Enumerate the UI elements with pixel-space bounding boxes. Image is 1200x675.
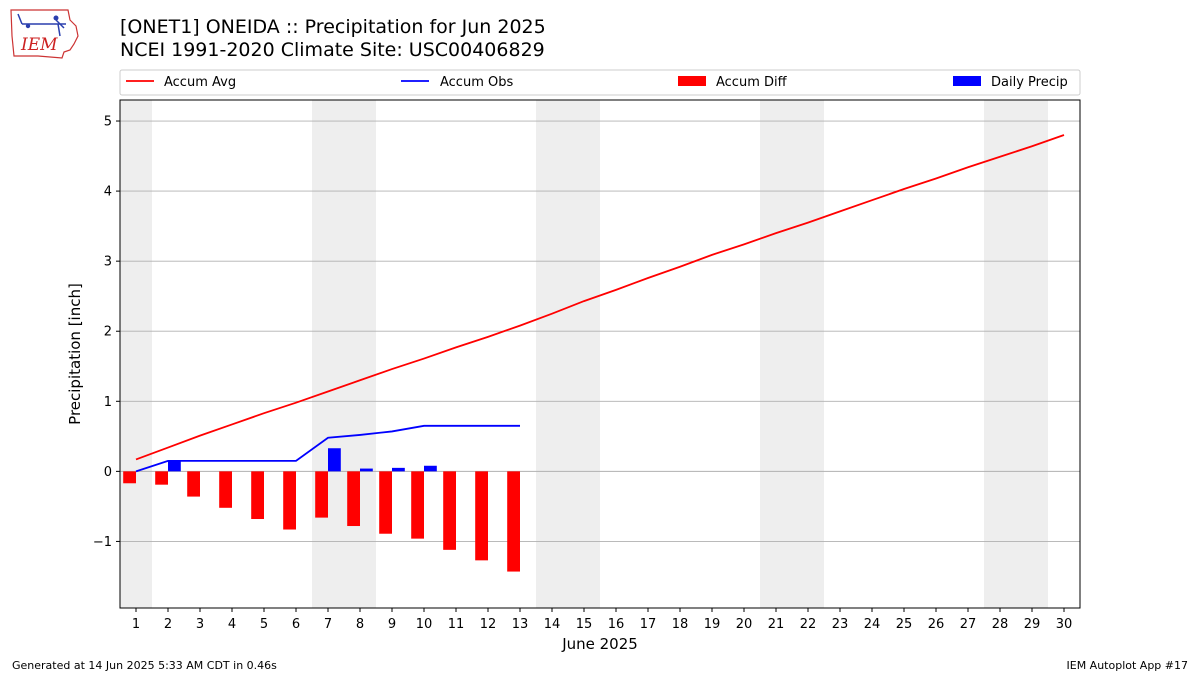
daily-precip-bar-8 [360,468,373,472]
x-tick-label-28: 28 [992,617,1009,632]
accum-diff-bar-12 [475,471,488,561]
accum-obs-line [135,424,520,473]
x-tick-label-10: 10 [416,617,433,632]
weekend-shade-4 [984,100,1048,608]
x-tick-label-7: 7 [324,617,332,632]
x-tick-label-30: 30 [1056,617,1073,632]
daily-precip-bar-10 [424,465,437,472]
x-tick-label-2: 2 [164,617,172,632]
x-tick-label-23: 23 [832,617,849,632]
x-tick-label-14: 14 [544,617,561,632]
accum-diff-bar-6 [283,471,296,530]
x-tick-label-11: 11 [448,617,465,632]
legend-label-accum-diff: Accum Diff [716,75,788,90]
plot-frame [119,99,1081,609]
weekend-shade-0 [120,100,152,608]
weekend-shading [120,100,1048,608]
y-tick-label-5: 4 [104,185,112,200]
accum-diff-bar-9 [379,471,392,534]
x-tick-label-26: 26 [928,617,945,632]
accum-diff-bar-4 [219,471,232,508]
legend-label-accum-obs: Accum Obs [440,75,513,90]
x-tick-label-15: 15 [576,617,593,632]
accum-diff-bar-2 [155,471,168,485]
y-tick-label-2: 1 [104,395,112,410]
x-tick-label-29: 29 [1024,617,1041,632]
accum-diff-bar-11 [443,471,456,550]
footer-app: IEM Autoplot App #17 [1066,659,1189,672]
x-axis-ticks: 1 2 3 4 5 6 7 8 9 10 11 12 13 14 15 16 17 18 19 20 21 22 23 24 2… [132,608,1072,632]
y-axis-ticks: −1 0 1 2 3 4 5 [93,115,120,550]
y-axis-label: Precipitation [inch] [66,283,84,425]
x-tick-label-21: 21 [768,617,785,632]
legend-box [119,69,1081,96]
x-tick-label-4: 4 [228,617,236,632]
accum-diff-bar-13 [507,471,520,572]
x-tick-label-25: 25 [896,617,913,632]
x-tick-label-18: 18 [672,617,689,632]
daily-precip-bar-7 [328,448,341,472]
y-tick-label-3: 2 [104,325,112,340]
accum-diff-bar-7 [315,471,328,518]
logo-text: IEM [20,35,58,55]
y-tick-label-1: 0 [104,465,112,480]
bars [123,448,520,572]
x-tick-label-8: 8 [356,617,364,632]
legend-label-daily-precip: Daily Precip [991,75,1068,90]
x-tick-label-9: 9 [388,617,396,632]
x-tick-label-6: 6 [292,617,300,632]
accum-diff-bar-3 [187,471,200,497]
weekend-shade-2 [536,100,600,608]
lines [135,134,1065,473]
x-axis-label: June 2025 [561,635,638,653]
y-tick-label-0: −1 [93,535,112,550]
accum-avg-line [135,134,1065,461]
accum-diff-bar-8 [347,471,360,527]
legend: Accum Avg Accum Obs Accum Diff Daily Pre… [119,69,1081,96]
accum-diff-bar-1 [123,471,136,484]
footer-generated: Generated at 14 Jun 2025 5:33 AM CDT in … [12,659,277,672]
daily-precip-bar-9 [392,467,405,472]
x-tick-label-27: 27 [960,617,977,632]
iem-logo: IEM [10,9,79,59]
x-tick-label-22: 22 [800,617,817,632]
accum-diff-bar-5 [251,471,264,520]
chart-subtitle: NCEI 1991-2020 Climate Site: USC00406829 [120,39,545,61]
x-tick-label-24: 24 [864,617,881,632]
x-tick-label-3: 3 [196,617,204,632]
legend-swatch-daily-precip [953,76,981,86]
daily-precip-bar-2 [168,460,181,472]
x-tick-label-12: 12 [480,617,497,632]
x-tick-label-5: 5 [260,617,268,632]
y-tick-label-6: 5 [104,115,112,130]
x-tick-label-1: 1 [132,617,140,632]
legend-label-accum-avg: Accum Avg [164,75,236,90]
legend-swatch-accum-diff [678,76,706,86]
x-tick-label-19: 19 [704,617,721,632]
x-tick-label-13: 13 [512,617,529,632]
y-gridlines [120,120,1080,542]
weekend-shade-3 [760,100,824,608]
x-tick-label-17: 17 [640,617,657,632]
x-tick-label-20: 20 [736,617,753,632]
accum-diff-bar-10 [411,471,424,539]
chart-title: [ONET1] ONEIDA :: Precipitation for Jun … [120,16,546,38]
weekend-shade-1 [312,100,376,608]
x-tick-label-16: 16 [608,617,625,632]
y-tick-label-4: 3 [104,255,112,270]
